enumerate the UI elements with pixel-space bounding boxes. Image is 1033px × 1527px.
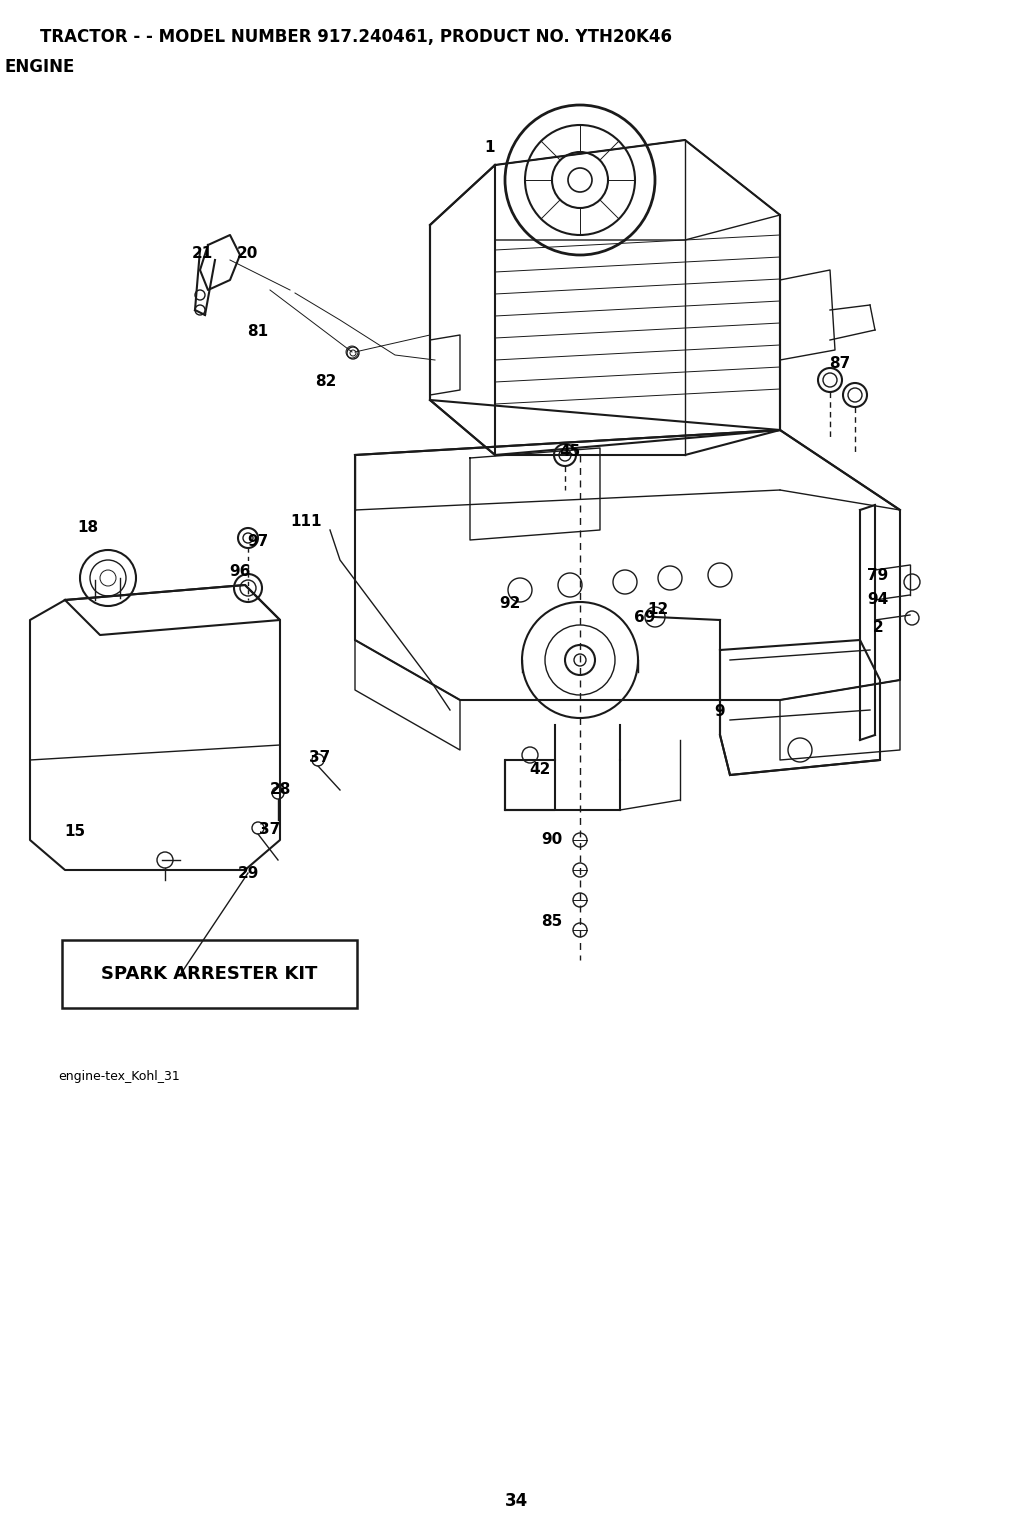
Text: 92: 92 bbox=[499, 596, 521, 611]
Text: 21: 21 bbox=[191, 246, 213, 261]
Text: 82: 82 bbox=[315, 374, 337, 389]
Text: SPARK ARRESTER KIT: SPARK ARRESTER KIT bbox=[101, 965, 318, 983]
Text: 97: 97 bbox=[247, 534, 269, 550]
Text: 20: 20 bbox=[237, 246, 257, 261]
Text: engine-tex_Kohl_31: engine-tex_Kohl_31 bbox=[58, 1070, 180, 1083]
Text: 90: 90 bbox=[541, 832, 563, 847]
Text: 45: 45 bbox=[560, 444, 581, 460]
Text: 12: 12 bbox=[648, 603, 668, 617]
Text: 96: 96 bbox=[229, 565, 251, 580]
Text: 87: 87 bbox=[829, 356, 850, 371]
Text: 2: 2 bbox=[873, 620, 883, 635]
Text: 79: 79 bbox=[868, 568, 888, 582]
Text: 9: 9 bbox=[715, 704, 725, 719]
Text: 18: 18 bbox=[77, 521, 98, 536]
Text: 34: 34 bbox=[504, 1492, 528, 1510]
Text: TRACTOR - - MODEL NUMBER 917.240461, PRODUCT NO. YTH20K46: TRACTOR - - MODEL NUMBER 917.240461, PRO… bbox=[40, 27, 672, 46]
Text: 111: 111 bbox=[290, 515, 321, 530]
Text: 28: 28 bbox=[270, 782, 290, 797]
Text: 81: 81 bbox=[248, 325, 269, 339]
Text: 15: 15 bbox=[64, 823, 86, 838]
Bar bbox=[62, 941, 357, 1008]
Text: 37: 37 bbox=[309, 750, 331, 765]
Text: 1: 1 bbox=[484, 140, 495, 156]
Text: 94: 94 bbox=[868, 592, 888, 608]
Text: 69: 69 bbox=[634, 609, 656, 625]
Text: 42: 42 bbox=[529, 762, 551, 777]
Text: 37: 37 bbox=[259, 823, 281, 837]
Text: ENGINE: ENGINE bbox=[5, 58, 75, 76]
Text: 29: 29 bbox=[238, 866, 258, 881]
Text: 85: 85 bbox=[541, 915, 563, 930]
